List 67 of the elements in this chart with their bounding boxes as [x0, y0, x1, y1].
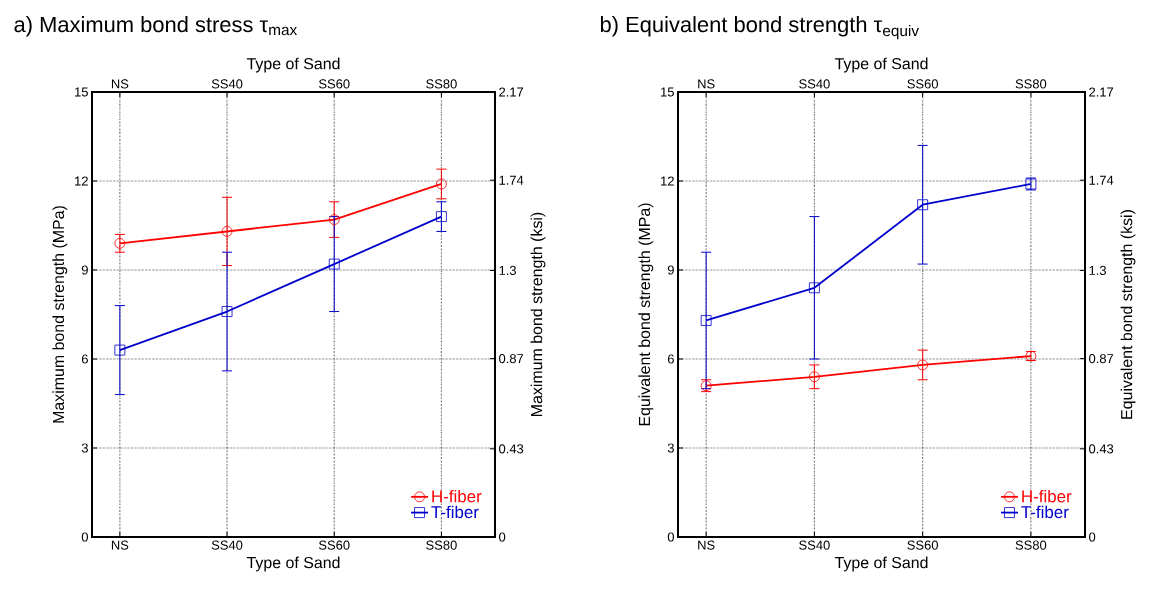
y2-axis-title: Equivalent bond strength (ksi) [1120, 210, 1136, 419]
category-label: SS40 [211, 79, 243, 89]
y2-tick-label: 1.3 [1089, 265, 1106, 275]
legend-label: T-fiber [431, 505, 479, 519]
y2-tick-label: 2.17 [1089, 87, 1114, 97]
y-tick-label: 12 [75, 176, 88, 186]
y-tick-label: 9 [81, 265, 88, 275]
x-tick-label: SS40 [799, 540, 830, 550]
y-tick-label: 3 [81, 443, 88, 453]
y-tick-label: 3 [667, 443, 674, 453]
x-axis-title: Type of Sand [246, 556, 340, 572]
category-label: SS80 [426, 79, 457, 89]
point [436, 178, 447, 190]
x2-axis-title: Type of Sand [834, 57, 928, 73]
y-tick-label: 9 [667, 265, 674, 275]
point [917, 359, 929, 371]
y-tick-label: 6 [81, 354, 88, 364]
category-label: SS60 [907, 79, 938, 89]
point [436, 211, 447, 223]
x-axis-title: Type of Sand [834, 556, 928, 572]
category-label: SS40 [799, 79, 830, 89]
category-label: NS [111, 79, 129, 89]
point [809, 282, 820, 294]
y-tick-label: 0 [667, 532, 674, 542]
point [221, 306, 233, 317]
point [328, 214, 340, 225]
y2-tick-label: 0.43 [499, 444, 524, 454]
x-tick-label: NS [698, 540, 715, 550]
point [328, 258, 340, 270]
y2-tick-label: 1.74 [499, 175, 524, 185]
x-tick-label: SS80 [426, 540, 457, 550]
y-tick-label: 12 [661, 176, 674, 186]
x2-axis-title: Type of Sand [246, 57, 340, 73]
point [700, 315, 712, 326]
y2-tick-label: 1.74 [1089, 175, 1114, 185]
x-tick-label: SS60 [318, 540, 350, 550]
x-tick-label: SS60 [907, 540, 938, 550]
category-label: SS60 [318, 79, 350, 89]
y-axis-title: Maximum bond strength (MPa) [52, 206, 68, 423]
point [114, 237, 126, 249]
category-label: SS80 [1015, 79, 1047, 89]
y2-tick-label: 0.87 [499, 354, 524, 364]
point [114, 344, 126, 356]
x-tick-label: SS40 [211, 540, 243, 550]
y2-tick-label: 0 [1089, 532, 1096, 542]
chart-title: b) Equivalent bond strength τ$_{equiv}$ [600, 16, 919, 40]
y-tick-label: 6 [667, 354, 674, 364]
point [809, 371, 820, 383]
y2-tick-label: 0.87 [1089, 354, 1114, 364]
y2-tick-label: 0.43 [1089, 444, 1114, 454]
y2-axis-title: Maximum bond strength (ksi) [530, 212, 546, 416]
x-tick-label: NS [111, 540, 129, 550]
legend-label: H-fiber [1022, 489, 1072, 503]
y-tick-label: 0 [81, 532, 88, 542]
category-label: NS [698, 79, 715, 89]
y-tick-label: 15 [661, 87, 674, 97]
y-axis-title: Equivalent bond strength (MPa) [638, 203, 654, 426]
y-tick-label: 15 [75, 87, 88, 97]
x-tick-label: SS80 [1015, 540, 1047, 550]
y2-tick-label: 0 [499, 532, 506, 542]
y2-tick-label: 1.3 [499, 265, 516, 275]
point [221, 226, 233, 237]
point [917, 199, 929, 211]
legend-label: H-fiber [432, 489, 482, 503]
y2-tick-label: 2.17 [499, 87, 524, 97]
chart-title: a) Maximum bond stress τ$_{max}$ [14, 16, 298, 37]
legend-label: T-fiber [1021, 505, 1069, 519]
